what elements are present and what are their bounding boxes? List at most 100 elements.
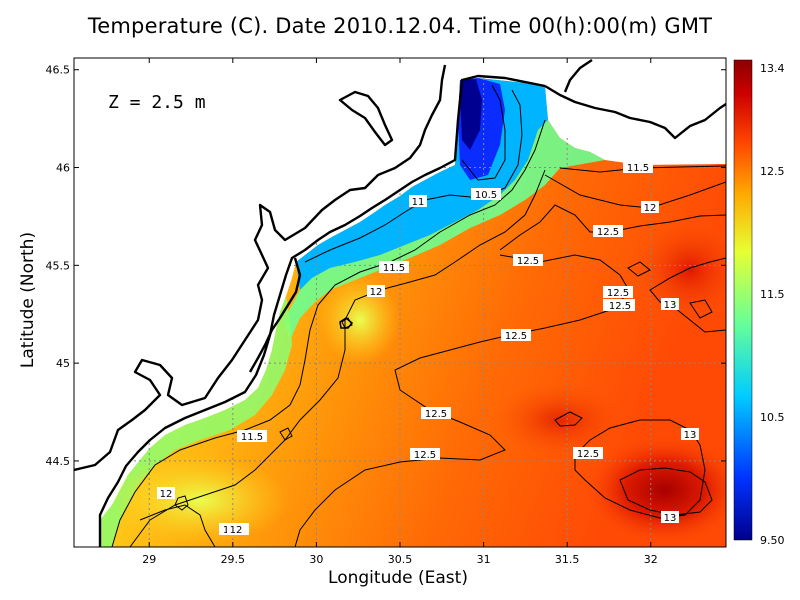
contour-label: 10.5	[475, 190, 497, 201]
contour-13-southeast	[619, 467, 713, 516]
contour-12-5-south	[574, 419, 706, 519]
colorbar-scale	[733, 59, 753, 541]
contour-10-5	[461, 84, 506, 181]
contour-12-5-north-loop	[627, 261, 651, 277]
contour-label-box	[237, 430, 267, 442]
cold-core-deep	[460, 79, 482, 150]
contour-label: 13	[684, 430, 697, 441]
contour-label: 12.5	[609, 301, 631, 312]
y-axis-label: Latitude (North)	[18, 231, 38, 369]
contour-11-5-loop	[279, 427, 293, 441]
contour-label: 11	[412, 197, 425, 208]
y-tick-label: 45.5	[46, 259, 71, 272]
contour-12-east-loop	[554, 411, 583, 427]
x-axis-label: Longitude (East)	[328, 568, 468, 588]
colorbar-tick-label: 9.50	[760, 534, 785, 547]
danube-delta-coast	[248, 257, 302, 373]
contour-12-loop-center	[341, 317, 353, 329]
contour-12-small-loop	[174, 495, 189, 511]
contour-label: 12	[644, 203, 657, 214]
contour-label-box	[513, 254, 543, 266]
contour-label-box	[603, 286, 633, 298]
contour-label-box	[421, 407, 451, 419]
contour-label: 12	[370, 287, 383, 298]
contour-label: 11.5	[627, 163, 649, 174]
y-tick-label: 45	[56, 357, 70, 370]
x-axis-ticks: 29 29.5 30 30.5 31 31.5 32	[142, 58, 658, 566]
contour-label-box	[681, 428, 699, 440]
contour-12-west	[129, 169, 546, 547]
x-tick-label: 31.5	[555, 553, 580, 566]
contour-label-box	[501, 329, 531, 341]
cool-patch-southwest	[110, 455, 290, 545]
contour-label-box	[227, 523, 245, 535]
contour-12-5-center	[499, 204, 726, 251]
contour-label: 12.5	[425, 409, 447, 420]
x-tick-label: 32	[644, 553, 658, 566]
contour-label-box	[605, 299, 635, 311]
x-tick-label: 29.5	[221, 553, 246, 566]
colorbar-ticks: 13.4 12.5 11.5 10.5 9.50	[760, 62, 785, 547]
estuary-dniester	[338, 90, 394, 147]
contour-label-box	[379, 261, 409, 273]
contour-label-box	[661, 298, 679, 310]
contour-12-south	[139, 504, 216, 547]
bug-estuary-inner	[563, 59, 593, 93]
contour-label-box	[410, 448, 440, 460]
contour-label: 13	[664, 300, 677, 311]
contour-label-box	[593, 225, 623, 237]
y-tick-label: 46.5	[46, 64, 71, 77]
contour-label-box	[623, 161, 653, 173]
contour-label-box	[157, 487, 175, 499]
y-axis-ticks: 44.5 45 45.5 46 46.5	[46, 64, 726, 468]
plot-area: 11.5 12 12.5 12.5 12.5 11 10.5 11.5 12 12.5 12.5 12…	[74, 58, 726, 547]
x-tick-label: 30.5	[388, 553, 413, 566]
contour-label: 12.5	[607, 288, 629, 299]
y-tick-label: 44.5	[46, 455, 71, 468]
contour-label-box	[367, 285, 385, 297]
contour-12-north	[544, 174, 726, 209]
map-title: Temperature (C). Date 2010.12.04. Time 0…	[87, 14, 713, 38]
contour-12-5-east	[294, 254, 631, 547]
colorbar-tick-label: 10.5	[760, 411, 785, 424]
inland-shoreline	[74, 64, 447, 472]
contour-label: 12.5	[577, 449, 599, 460]
cool-patch-center	[320, 275, 400, 365]
contour-11-5-west	[111, 119, 546, 547]
contour-label-box	[573, 447, 603, 459]
land-mask-north	[74, 58, 726, 547]
contour-label-box	[661, 511, 679, 523]
depth-label: Z = 2.5 m	[108, 92, 206, 113]
hot-spot-east	[630, 215, 726, 325]
contour-label: 12.5	[517, 256, 539, 267]
x-tick-label: 29	[142, 553, 156, 566]
contour-label: 12	[160, 489, 173, 500]
contour-label: 12	[230, 525, 243, 536]
contour-label: 12.5	[597, 227, 619, 238]
contour-label: 11.5	[383, 263, 405, 274]
contour-label: 13	[664, 513, 677, 524]
bug-estuary	[544, 84, 726, 140]
hot-spot-southeast	[585, 435, 726, 545]
contour-labels: 11.5 12 12.5 12.5 12.5 11 10.5 11.5 12 12.5 12.5 12…	[157, 161, 699, 536]
contour-13-east-loop	[689, 299, 713, 319]
warm-patch-south	[490, 380, 630, 460]
colorbar-tick-label: 13.4	[760, 62, 785, 75]
coastline	[98, 74, 546, 547]
contour-label: 11.5	[241, 432, 263, 443]
contour-label: 12.5	[414, 450, 436, 461]
contour-label-box	[471, 188, 501, 200]
y-tick-label: 46	[56, 162, 70, 175]
contour-label-box	[409, 195, 427, 207]
contour-label-box	[641, 201, 659, 213]
colorbar-tick-label: 12.5	[760, 165, 785, 178]
x-tick-label: 30	[309, 553, 323, 566]
west-cool-strip	[100, 296, 292, 547]
x-tick-label: 31	[477, 553, 491, 566]
contour-label: 12.5	[505, 331, 527, 342]
small-island	[339, 317, 354, 329]
contour-11	[304, 89, 523, 263]
colorbar-tick-label: 11.5	[760, 288, 785, 301]
colorbar: 13.4 12.5 11.5 10.5 9.50	[733, 59, 785, 547]
